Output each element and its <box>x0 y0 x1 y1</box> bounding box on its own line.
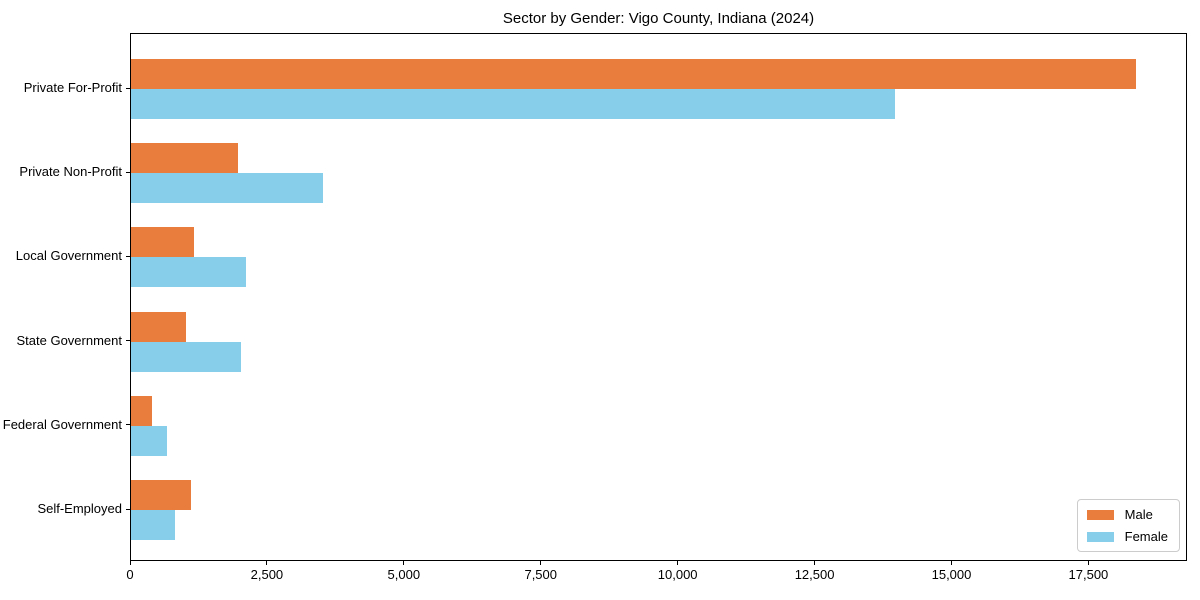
legend-label-male: Male <box>1124 507 1153 522</box>
y-axis-category-label: Private Non-Profit <box>19 164 122 180</box>
bar-female-private-non-profit <box>131 173 323 204</box>
x-tick-label: 12,500 <box>794 567 835 582</box>
x-tick-label: 0 <box>126 567 134 582</box>
bar-female-local-government <box>131 257 246 288</box>
x-tick-label: 17,500 <box>1068 567 1109 582</box>
y-tick-mark <box>126 171 130 173</box>
bar-male-private-non-profit <box>131 143 238 174</box>
bar-male-self-employed <box>131 480 192 510</box>
legend-label-female: Female <box>1124 529 1168 544</box>
x-tick-label: 15,000 <box>931 567 972 582</box>
legend-swatch-male <box>1086 509 1114 520</box>
x-tick-mark <box>677 561 679 565</box>
legend-item-male: Male <box>1086 507 1168 522</box>
x-tick-mark <box>814 561 816 565</box>
y-tick-mark <box>126 87 130 89</box>
y-tick-mark <box>126 340 130 342</box>
y-tick-mark <box>126 508 130 510</box>
chart-title: Sector by Gender: Vigo County, Indiana (… <box>502 10 815 27</box>
x-tick-mark <box>266 561 268 565</box>
y-axis-category-label: State Government <box>16 332 123 348</box>
bar-male-private-for-profit <box>131 59 1136 89</box>
y-axis-category-label: Self-Employed <box>37 501 122 516</box>
bar-female-private-for-profit <box>131 89 895 119</box>
y-axis-category-label: Private For-Profit <box>23 80 122 95</box>
legend: Male Female <box>1076 499 1180 552</box>
legend-item-female: Female <box>1086 529 1168 544</box>
y-axis-category-label: Local Government <box>15 248 122 264</box>
x-tick-mark <box>951 561 952 565</box>
y-tick-mark <box>126 424 130 426</box>
legend-swatch-female <box>1086 531 1114 542</box>
y-tick-mark <box>126 255 130 257</box>
bar-male-state-government <box>131 311 186 342</box>
y-axis-category-label: Federal Government <box>2 416 122 432</box>
x-tick-label: 7,500 <box>524 567 558 582</box>
bar-male-federal-government <box>131 395 153 426</box>
x-tick-mark <box>403 561 405 565</box>
plot-area: Male Female <box>130 33 1187 561</box>
bar-female-self-employed <box>131 510 175 540</box>
x-tick-mark <box>129 561 131 565</box>
x-tick-label: 10,000 <box>657 567 698 582</box>
x-tick-mark <box>540 561 542 565</box>
bar-male-local-government <box>131 227 194 258</box>
x-tick-mark <box>1087 561 1089 565</box>
bar-female-state-government <box>131 341 241 372</box>
x-tick-label: 5,000 <box>387 567 421 582</box>
x-tick-label: 2,500 <box>250 567 284 582</box>
bar-female-federal-government <box>131 425 168 456</box>
